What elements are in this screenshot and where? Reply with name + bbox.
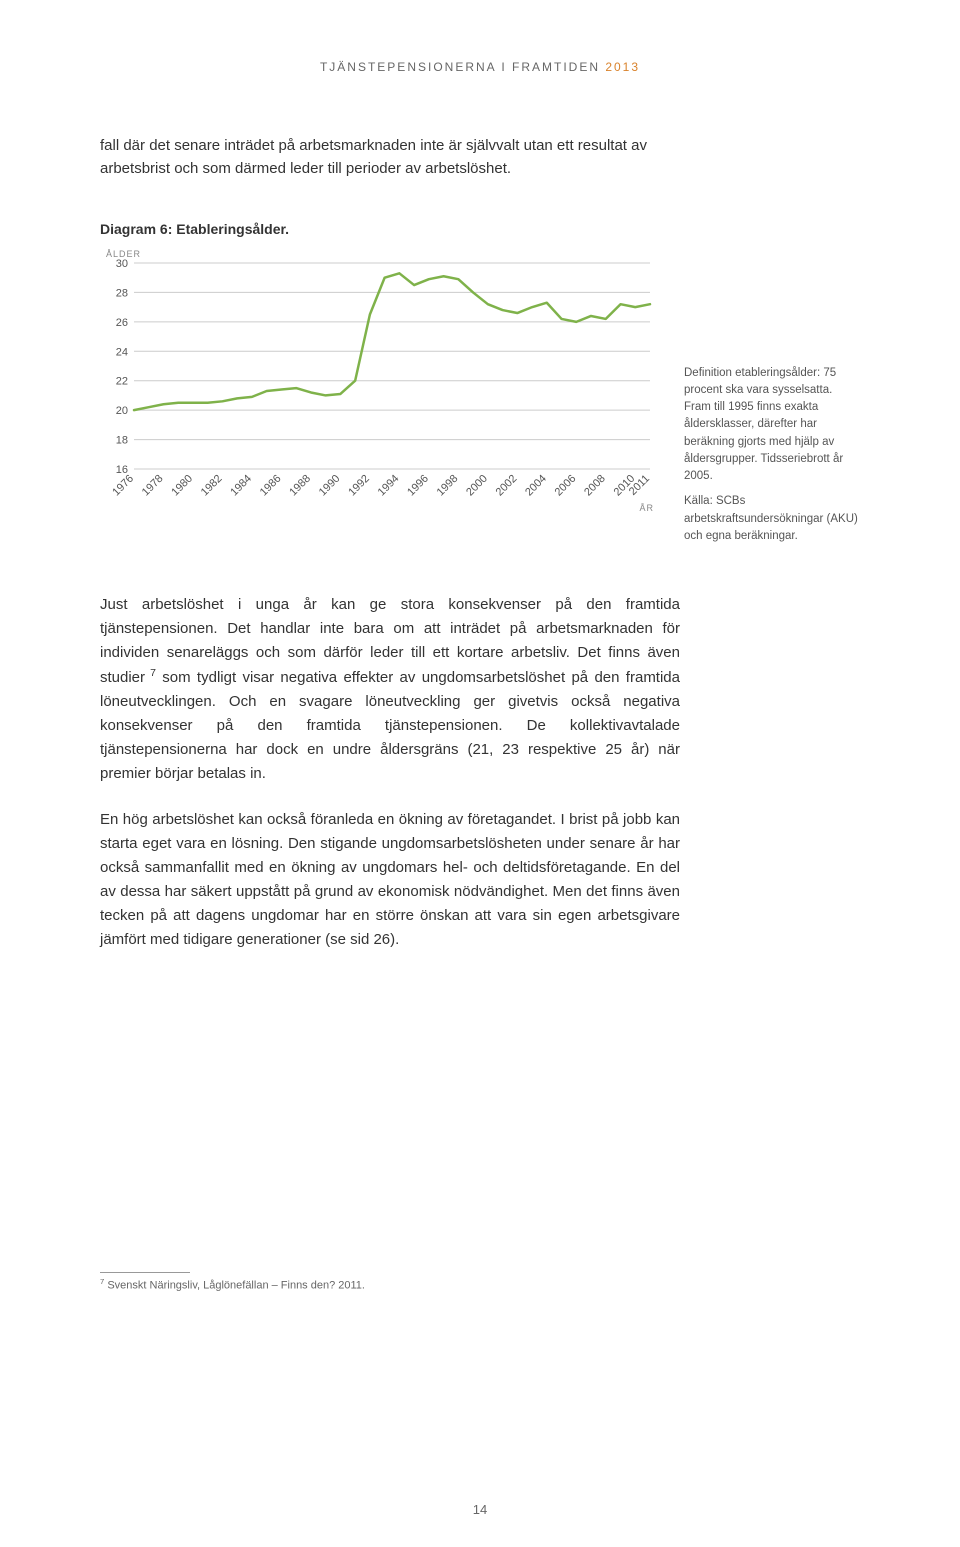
svg-text:1982: 1982 <box>199 472 225 498</box>
svg-text:26: 26 <box>116 316 128 328</box>
page-number: 14 <box>0 1502 960 1517</box>
svg-text:ÅR: ÅR <box>639 503 654 513</box>
svg-text:18: 18 <box>116 434 128 446</box>
figure-title: Diagram 6: Etableringsålder. <box>100 221 860 237</box>
svg-text:28: 28 <box>116 287 128 299</box>
chart-container: ÅLDER16182022242628301976197819801982198… <box>100 245 660 520</box>
body-paragraph-2: En hög arbetslöshet kan också föranleda … <box>100 808 680 952</box>
svg-text:24: 24 <box>116 346 128 358</box>
footnote-rule <box>100 1272 190 1273</box>
svg-text:2004: 2004 <box>523 472 549 498</box>
body-paragraph-1: Just arbetslöshet i unga år kan ge stora… <box>100 593 680 786</box>
svg-text:2002: 2002 <box>494 472 520 498</box>
svg-text:1998: 1998 <box>435 472 461 498</box>
running-head-year: 2013 <box>605 60 640 74</box>
svg-text:20: 20 <box>116 405 128 417</box>
caption-source: Källa: SCBs arbetskraftsundersökningar (… <box>684 493 860 545</box>
footnote-text: Svenskt Näringsliv, Låglönefällan – Finn… <box>104 1280 365 1292</box>
svg-text:1976: 1976 <box>110 472 136 498</box>
svg-text:2000: 2000 <box>464 472 490 498</box>
svg-text:1984: 1984 <box>228 472 254 498</box>
svg-text:1978: 1978 <box>140 472 166 498</box>
page: TJÄNSTEPENSIONERNA I FRAMTIDEN 2013 fall… <box>0 0 960 1547</box>
svg-text:30: 30 <box>116 258 128 270</box>
svg-text:1994: 1994 <box>376 472 402 498</box>
svg-text:2006: 2006 <box>553 472 579 498</box>
svg-text:1988: 1988 <box>287 472 313 498</box>
running-head: TJÄNSTEPENSIONERNA I FRAMTIDEN 2013 <box>100 60 860 74</box>
svg-text:22: 22 <box>116 375 128 387</box>
running-head-text: TJÄNSTEPENSIONERNA I FRAMTIDEN <box>320 60 605 74</box>
svg-text:1980: 1980 <box>169 472 195 498</box>
svg-text:2008: 2008 <box>582 472 608 498</box>
svg-text:1986: 1986 <box>258 472 284 498</box>
caption-definition: Definition etableringsålder: 75 procent … <box>684 365 860 486</box>
footnote-ref-7: 7 <box>145 667 156 679</box>
footnote: 7 Svenskt Näringsliv, Låglönefällan – Fi… <box>100 1277 860 1292</box>
body-p1-b: som tydligt visar negativa effekter av u… <box>100 669 680 782</box>
figure-row: ÅLDER16182022242628301976197819801982198… <box>100 245 860 554</box>
svg-text:1996: 1996 <box>405 472 431 498</box>
line-chart: ÅLDER16182022242628301976197819801982198… <box>100 245 660 515</box>
svg-text:1992: 1992 <box>346 472 372 498</box>
svg-text:1990: 1990 <box>317 472 343 498</box>
figure-caption: Definition etableringsålder: 75 procent … <box>684 245 860 554</box>
intro-paragraph: fall där det senare inträdet på arbetsma… <box>100 134 680 181</box>
